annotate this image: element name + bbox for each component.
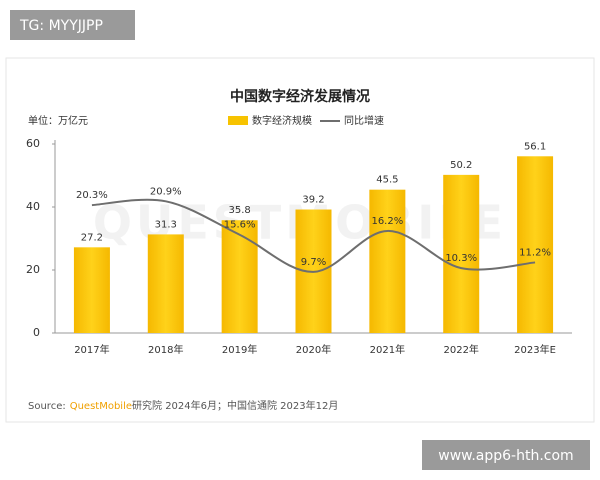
x-tick-label: 2019年 xyxy=(222,343,257,356)
data-label: 9.7% xyxy=(301,257,326,268)
bar xyxy=(73,247,110,333)
data-label: 50.2 xyxy=(450,160,472,171)
y-tick-label: 60 xyxy=(26,137,40,150)
y-tick-label: 0 xyxy=(33,326,40,339)
data-label: 56.1 xyxy=(524,141,546,152)
source-brand: QuestMobile xyxy=(70,401,132,412)
x-tick-label: 2018年 xyxy=(148,343,183,356)
data-label: 11.2% xyxy=(519,247,551,258)
bar xyxy=(221,220,258,333)
bar xyxy=(443,174,480,333)
source: Source: QuestMobile研究院 2024年6月；中国信通院 2023… xyxy=(28,399,338,412)
legend-swatch xyxy=(228,116,248,125)
y-tick-label: 20 xyxy=(26,263,40,276)
overlay-box xyxy=(422,440,590,470)
data-label: 10.3% xyxy=(445,253,477,264)
bar xyxy=(369,189,406,333)
y-tick-label: 40 xyxy=(26,200,40,213)
legend-label: 同比增速 xyxy=(344,114,384,127)
x-tick-label: 2020年 xyxy=(296,343,331,356)
data-label: 20.3% xyxy=(76,190,108,201)
data-label: 39.2 xyxy=(302,195,324,206)
line xyxy=(91,198,536,273)
x-tick-label: 2021年 xyxy=(370,343,405,356)
data-label: 15.6% xyxy=(224,220,256,231)
data-label: 27.2 xyxy=(81,232,103,243)
source-rest: 研究院 2024年6月；中国信通院 2023年12月 xyxy=(132,399,338,412)
x-tick-label: 2017年 xyxy=(74,343,109,356)
source-prefix: Source: xyxy=(28,401,66,412)
chart-title: 中国数字经济发展情况 xyxy=(230,88,370,105)
data-label: 31.3 xyxy=(155,219,177,230)
data-label: 16.2% xyxy=(371,216,403,227)
data-label: 45.5 xyxy=(376,175,398,186)
overlay-box xyxy=(10,10,135,40)
unit-label: 单位：万亿元 xyxy=(28,114,88,127)
data-label: 35.8 xyxy=(229,205,251,216)
bar xyxy=(147,234,184,333)
overlay-text: TG: MYYJJPP xyxy=(19,18,103,34)
data-label: 20.9% xyxy=(150,186,182,197)
legend-label: 数字经济规模 xyxy=(252,114,312,127)
bar xyxy=(517,156,554,333)
x-tick-label: 2022年 xyxy=(443,343,478,356)
x-tick-label: 2023年E xyxy=(514,343,556,356)
overlay-text: www.app6-hth.com xyxy=(438,448,573,464)
